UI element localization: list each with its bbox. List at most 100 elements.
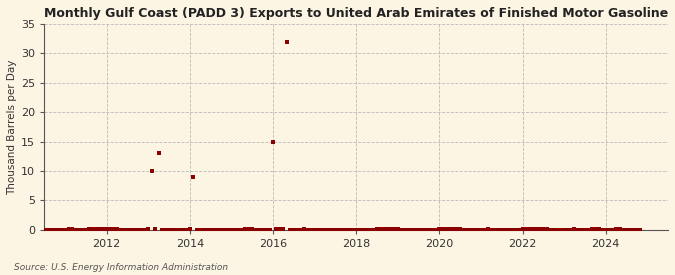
Point bbox=[458, 228, 469, 232]
Point bbox=[406, 228, 417, 232]
Point bbox=[452, 227, 462, 231]
Point bbox=[389, 227, 400, 231]
Point bbox=[524, 227, 535, 231]
Point bbox=[624, 228, 635, 232]
Point bbox=[302, 228, 313, 232]
Point bbox=[202, 228, 213, 232]
Point bbox=[368, 228, 379, 232]
Point bbox=[171, 228, 182, 232]
Point bbox=[562, 228, 573, 232]
Point bbox=[531, 227, 542, 231]
Point bbox=[205, 228, 216, 232]
Point bbox=[579, 228, 590, 232]
Point bbox=[392, 227, 403, 231]
Point bbox=[535, 227, 545, 231]
Point bbox=[167, 228, 178, 232]
Point bbox=[541, 227, 552, 231]
Point bbox=[309, 228, 320, 232]
Point bbox=[323, 228, 334, 232]
Point bbox=[527, 227, 538, 231]
Point bbox=[101, 227, 112, 231]
Point bbox=[209, 228, 219, 232]
Point bbox=[215, 228, 226, 232]
Point bbox=[427, 228, 438, 232]
Point bbox=[628, 228, 639, 232]
Point bbox=[635, 228, 646, 232]
Point bbox=[212, 228, 223, 232]
Point bbox=[67, 227, 78, 231]
Point bbox=[226, 228, 237, 232]
Point bbox=[191, 228, 202, 232]
Title: Monthly Gulf Coast (PADD 3) Exports to United Arab Emirates of Finished Motor Ga: Monthly Gulf Coast (PADD 3) Exports to U… bbox=[44, 7, 668, 20]
Point bbox=[468, 228, 479, 232]
Point bbox=[250, 228, 261, 232]
Point bbox=[43, 228, 53, 232]
Point bbox=[520, 227, 531, 231]
Point bbox=[77, 228, 88, 232]
Point bbox=[375, 227, 386, 231]
Point bbox=[603, 228, 614, 232]
Point bbox=[358, 228, 369, 232]
Point bbox=[87, 227, 98, 231]
Point bbox=[500, 228, 510, 232]
Point bbox=[431, 228, 441, 232]
Point bbox=[507, 228, 518, 232]
Point bbox=[184, 227, 195, 231]
Point bbox=[98, 227, 109, 231]
Point bbox=[472, 228, 483, 232]
Point bbox=[489, 228, 500, 232]
Point bbox=[267, 139, 278, 144]
Point bbox=[475, 228, 486, 232]
Point bbox=[351, 228, 362, 232]
Point bbox=[455, 227, 466, 231]
Point bbox=[115, 228, 126, 232]
Point bbox=[597, 228, 608, 232]
Point bbox=[551, 228, 562, 232]
Point bbox=[230, 228, 240, 232]
Point bbox=[146, 169, 157, 173]
Point bbox=[444, 227, 455, 231]
Point bbox=[296, 228, 306, 232]
Point bbox=[299, 227, 310, 231]
Point bbox=[292, 228, 302, 232]
Point bbox=[108, 227, 119, 231]
Point bbox=[53, 228, 63, 232]
Point bbox=[25, 228, 36, 232]
Point bbox=[39, 228, 50, 232]
Point bbox=[181, 228, 192, 232]
Point bbox=[400, 228, 410, 232]
Point bbox=[448, 227, 458, 231]
Point bbox=[496, 228, 507, 232]
Point bbox=[22, 228, 32, 232]
Point bbox=[132, 228, 143, 232]
Point bbox=[188, 175, 198, 179]
Point bbox=[264, 228, 275, 232]
Point bbox=[348, 228, 358, 232]
Point bbox=[63, 227, 74, 231]
Point bbox=[632, 228, 643, 232]
Point bbox=[316, 228, 327, 232]
Point bbox=[119, 228, 130, 232]
Point bbox=[157, 228, 167, 232]
Point bbox=[437, 227, 448, 231]
Point bbox=[344, 228, 354, 232]
Point bbox=[510, 228, 521, 232]
Point bbox=[70, 228, 81, 232]
Point bbox=[261, 228, 271, 232]
Point bbox=[163, 228, 174, 232]
Point bbox=[583, 228, 594, 232]
Point bbox=[223, 228, 234, 232]
Point bbox=[517, 227, 528, 231]
Point bbox=[198, 228, 209, 232]
Point bbox=[354, 228, 365, 232]
Point bbox=[385, 227, 396, 231]
Text: Source: U.S. Energy Information Administration: Source: U.S. Energy Information Administ… bbox=[14, 263, 227, 272]
Point bbox=[441, 227, 452, 231]
Point bbox=[559, 228, 570, 232]
Point bbox=[479, 228, 490, 232]
Point bbox=[618, 228, 628, 232]
Point bbox=[330, 228, 341, 232]
Point bbox=[423, 228, 434, 232]
Point bbox=[396, 228, 406, 232]
Y-axis label: Thousand Barrels per Day: Thousand Barrels per Day bbox=[7, 59, 17, 194]
